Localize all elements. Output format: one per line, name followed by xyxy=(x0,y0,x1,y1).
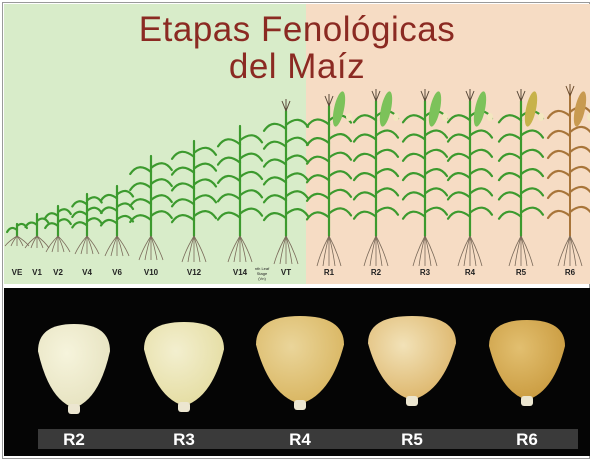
stage-label-v2: V2 xyxy=(53,268,63,277)
kernel-label-r6: R6 xyxy=(516,430,538,449)
plant-12 xyxy=(446,89,494,267)
vegetative-background xyxy=(4,4,306,284)
plant-4 xyxy=(99,184,135,257)
kernel-1 xyxy=(144,322,224,412)
plant-7 xyxy=(216,124,264,263)
kernel-2 xyxy=(256,316,344,410)
title-line-1: Etapas Fenológicas xyxy=(138,10,456,49)
phenology-diagram: Etapas Fenológicas del Maíz VE V1 V2 V4 … xyxy=(4,4,590,284)
plant-14 xyxy=(546,84,590,267)
kernel-label-r2: R2 xyxy=(63,430,85,449)
kernel-photo: R2 R3 R4 R5 R6 xyxy=(4,288,590,456)
plant-6 xyxy=(170,139,218,263)
stage-label-r3: R3 xyxy=(419,268,431,277)
kernel-label-r3: R3 xyxy=(173,430,195,449)
kernel-illustrations xyxy=(38,316,565,414)
plant-1 xyxy=(24,212,50,249)
kernel-0 xyxy=(38,324,110,414)
plant-0 xyxy=(4,222,30,247)
stage-label-v4: V4 xyxy=(82,268,92,277)
stage-label-v1: V1 xyxy=(32,268,42,277)
plant-8 xyxy=(262,99,310,265)
plant-9 xyxy=(305,91,353,267)
plant-illustrations xyxy=(4,84,590,267)
plant-2 xyxy=(44,204,72,253)
stage-label-r5: R5 xyxy=(515,268,527,277)
stage-label-r4: R4 xyxy=(464,268,476,277)
stage-label-v12: V12 xyxy=(186,268,202,277)
title-line-2: del Maíz xyxy=(228,47,366,86)
stage-label-v6: V6 xyxy=(112,268,122,277)
stage-label-v14: V14 xyxy=(232,268,248,277)
kernel-4 xyxy=(489,320,565,406)
kernel-3 xyxy=(368,316,456,406)
plant-11 xyxy=(401,89,449,267)
plant-13 xyxy=(497,89,545,267)
kernel-label-r4: R4 xyxy=(289,430,311,449)
stage-label-r1: R1 xyxy=(323,268,335,277)
stage-label-r2: R2 xyxy=(370,268,382,277)
stage-label-vt: VT xyxy=(280,268,292,277)
kernel-label-bar xyxy=(38,429,578,449)
plant-3 xyxy=(71,192,103,255)
plant-5 xyxy=(129,154,173,261)
stage-label-ve: VE xyxy=(11,268,23,277)
stage-label-vn: nth Leaf Stage (Vn) xyxy=(254,266,270,281)
stage-label-r6: R6 xyxy=(564,268,576,277)
plant-10 xyxy=(352,89,400,267)
reproductive-background xyxy=(306,4,590,284)
stage-label-v10: V10 xyxy=(143,268,159,277)
kernel-label-r5: R5 xyxy=(401,430,423,449)
